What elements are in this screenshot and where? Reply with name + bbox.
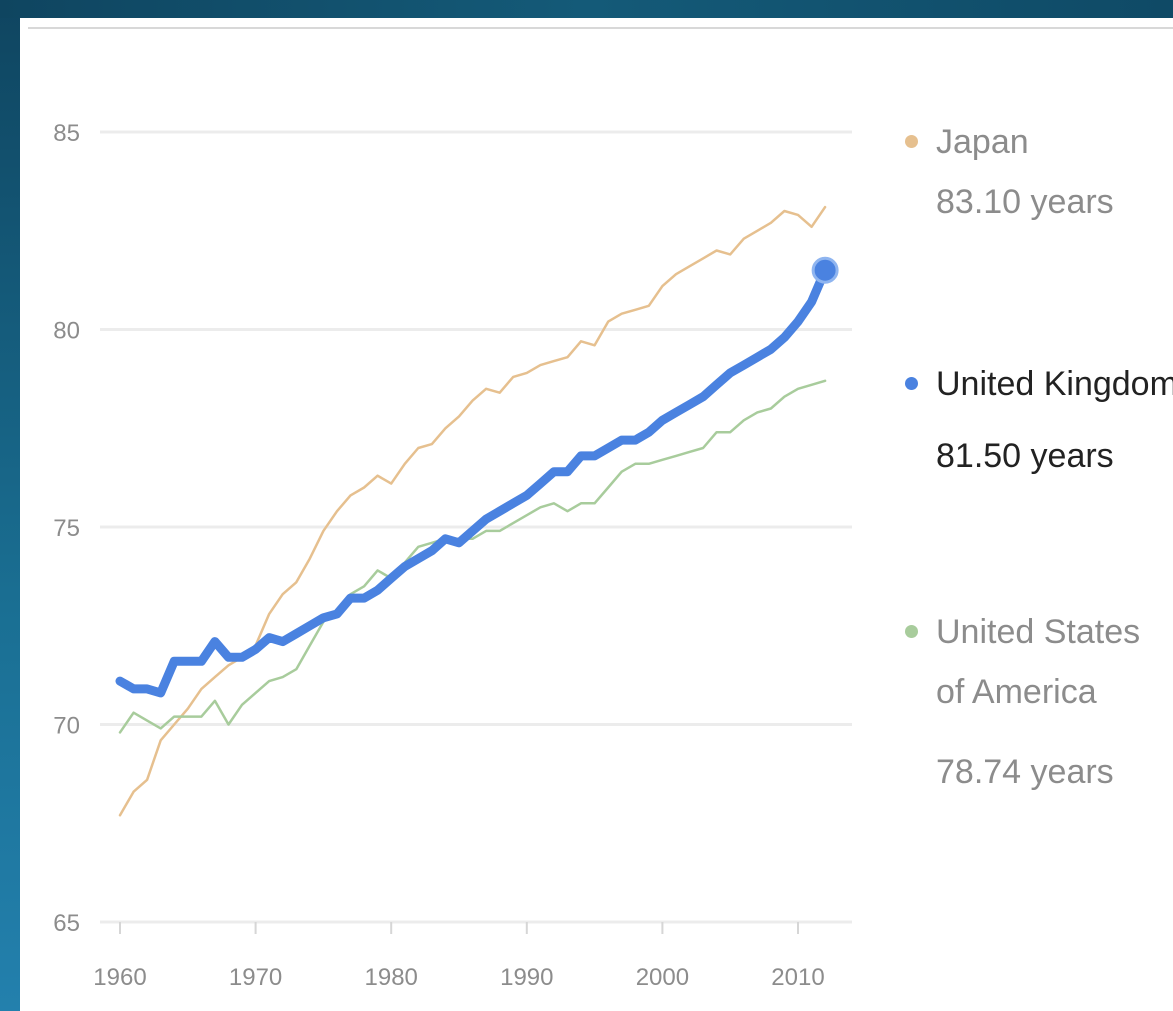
series-end-marker-united-kingdom[interactable] [811,256,839,284]
legend-series-value: 78.74 years [936,753,1114,791]
legend-dot-icon [905,377,918,390]
x-tick-label: 1970 [229,964,282,991]
legend-dot-icon [905,625,918,638]
y-tick-label: 80 [53,318,80,345]
series-lines [115,205,839,817]
y-tick-label: 70 [53,713,80,740]
legend-series-value: 83.10 years [936,183,1114,221]
legend-series-name: United States of America [936,613,1141,711]
x-tick-label: 2000 [636,964,689,991]
x-tick-label: 1960 [93,964,146,991]
legend-series-name: Japan [936,123,1029,161]
x-tick-label: 2010 [771,964,824,991]
y-tick-label: 65 [53,910,80,937]
x-tick-label: 1990 [500,964,553,991]
y-axis-ticks: 65 70 75 80 85 [53,120,80,937]
top-border-strip [0,0,1173,18]
y-tick-label: 85 [53,120,80,147]
x-axis-ticks: 1960 1970 1980 1990 2000 2010 [93,922,825,991]
legend-dot-icon [905,135,918,148]
header-divider [28,27,1173,29]
series-line-united-kingdom[interactable] [115,265,830,698]
y-tick-label: 75 [53,515,80,542]
left-border-strip [0,0,20,1011]
legend-series-name: United Kingdom [936,365,1173,403]
series-line-united-states-of-america[interactable] [118,379,827,734]
legend-series-value: 81.50 years [936,437,1114,475]
x-tick-label: 1980 [365,964,418,991]
